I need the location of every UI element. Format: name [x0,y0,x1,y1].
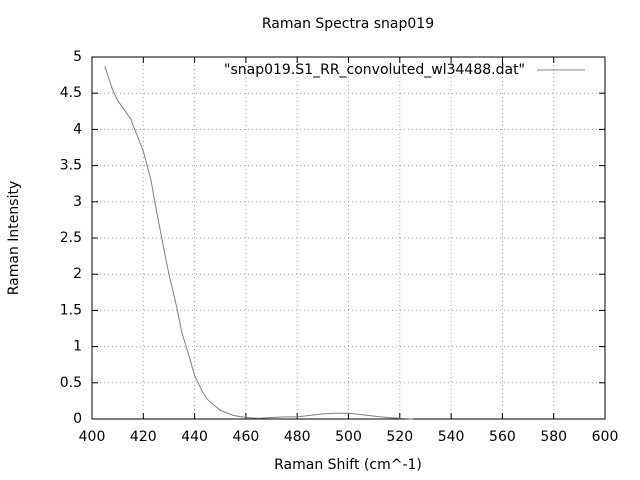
x-tick-label: 520 [386,429,413,445]
x-tick-label: 540 [438,429,465,445]
plot-frame [91,56,606,420]
y-tick-label: 3 [73,194,82,210]
y-tick-label: 1 [73,339,82,355]
x-tick-label: 600 [592,429,619,445]
x-axis-label: Raman Shift (cm^-1) [274,457,422,473]
x-tick-label: 500 [335,429,362,445]
x-tick-label: 440 [181,429,208,445]
y-tick-label: 0 [73,411,82,427]
x-tick-label: 480 [284,429,311,445]
legend-label: "snap019.S1_RR_convoluted_wl34488.dat" [224,62,525,78]
y-tick-label: 4.5 [60,85,82,101]
data-line [104,66,413,420]
x-tick-label: 400 [79,429,106,445]
y-tick-label: 3.5 [60,158,82,174]
x-tick-label: 560 [489,429,516,445]
y-tick-label: 1.5 [60,302,82,318]
y-axis-label: Raman Intensity [6,181,22,295]
y-tick-label: 2.5 [60,230,82,246]
y-tick-label: 2 [73,266,82,282]
y-tick-label: 0.5 [60,375,82,391]
y-tick-label: 5 [73,49,82,65]
x-tick-label: 580 [540,429,567,445]
x-tick-label: 460 [233,429,260,445]
chart-title: Raman Spectra snap019 [262,16,434,32]
y-tick-label: 4 [73,121,82,137]
x-tick-label: 420 [130,429,157,445]
